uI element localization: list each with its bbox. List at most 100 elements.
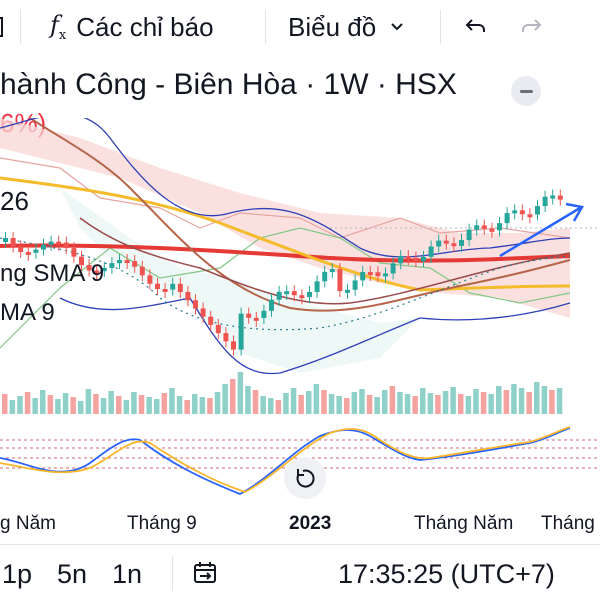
toolbar-separator — [20, 10, 21, 44]
candlestick — [443, 240, 449, 244]
volume-bar — [344, 398, 350, 414]
chart-toolbar: fx Các chỉ báo Biểu đồ — [0, 0, 600, 54]
volume-bar — [62, 393, 69, 414]
reset-icon — [296, 469, 315, 488]
trend-arrow — [499, 202, 584, 258]
indicators-button[interactable]: fx Các chỉ báo — [50, 0, 214, 54]
candlestick — [398, 256, 404, 264]
chart-type-label: Biểu đồ — [288, 11, 377, 42]
stochastic-oscillator — [0, 426, 571, 495]
price-chart[interactable] — [0, 118, 600, 503]
volume-bar — [556, 388, 563, 414]
candlestick — [504, 213, 510, 224]
candlestick — [223, 333, 229, 342]
volume-bar — [397, 392, 403, 414]
volume-bar — [465, 396, 472, 414]
volume-bar — [78, 401, 84, 414]
candlestick — [48, 241, 54, 245]
volume-bar — [169, 388, 175, 414]
undo-button[interactable] — [463, 0, 489, 54]
candlestick — [10, 238, 16, 247]
candlestick — [512, 210, 518, 214]
volume-bar — [313, 384, 320, 414]
interval-1n-button[interactable]: 1n — [112, 559, 143, 589]
price-label-fragment: 26 — [0, 186, 29, 216]
volume-bar — [283, 393, 289, 414]
volume-bar — [55, 399, 61, 414]
volume-bar — [214, 392, 221, 414]
x-axis-label: 2023 — [289, 513, 332, 534]
volume-bar — [131, 392, 137, 414]
stoch-d-line — [0, 426, 571, 493]
volume-bar — [146, 397, 152, 414]
current-time[interactable]: 17:35:25 (UTC+7) — [338, 559, 555, 589]
volume-bar — [511, 384, 517, 414]
conversion-line — [79, 217, 571, 305]
candlestick — [177, 283, 183, 293]
volume-bar — [366, 395, 373, 414]
base-line — [29, 118, 571, 312]
candlestick — [557, 195, 563, 200]
candlestick — [94, 270, 100, 274]
volume-bar — [237, 372, 244, 414]
volume-bar — [321, 390, 327, 414]
volume-bar — [123, 400, 130, 414]
candlestick — [261, 310, 267, 318]
chart-type-dropdown[interactable]: Biểu đồ — [288, 0, 406, 54]
candlestick — [413, 257, 419, 262]
volume-bar — [2, 394, 8, 414]
interval-5n-button[interactable]: 5n — [57, 559, 88, 589]
candlestick — [428, 246, 434, 257]
candlestick — [383, 273, 388, 277]
candlestick — [71, 248, 77, 257]
candlestick — [63, 242, 69, 249]
candlestick — [162, 289, 168, 293]
candlestick — [291, 291, 297, 296]
candlestick — [307, 291, 312, 298]
volume-bar — [534, 382, 540, 414]
toolbar-separator — [440, 10, 441, 44]
candlestick — [421, 256, 426, 262]
volume-bar — [245, 386, 251, 414]
volume-bar — [458, 394, 464, 414]
candlestick — [101, 267, 107, 272]
candlestick — [117, 260, 122, 264]
date-range-button[interactable] — [192, 560, 218, 591]
candlestick — [33, 249, 39, 253]
candlestick — [360, 271, 366, 281]
toolbar-prev-item-fragment[interactable] — [0, 0, 6, 54]
candlestick — [337, 269, 343, 292]
volume-bar — [138, 395, 145, 414]
candlestick — [155, 283, 160, 290]
x-axis-label: Tháng T — [541, 513, 600, 534]
volume-bar — [260, 396, 266, 414]
indicator-lines — [0, 118, 571, 375]
candlestick — [284, 291, 290, 295]
volume-bar — [192, 394, 198, 414]
volume-bar — [32, 398, 38, 414]
volume-bar — [100, 398, 107, 414]
reset-chart-button[interactable] — [284, 457, 326, 499]
interval-1p-button[interactable]: 1p — [2, 559, 33, 589]
volume-bar — [374, 397, 380, 414]
collapse-legend-button[interactable] — [511, 76, 541, 106]
volume-bar — [70, 397, 76, 414]
candlestick — [375, 272, 381, 277]
candlestick — [246, 313, 252, 318]
volume-bar — [435, 395, 441, 414]
candlestick — [345, 289, 350, 293]
volume-bar — [17, 396, 23, 414]
candlestick — [185, 292, 191, 301]
function-fx-icon: fx — [50, 11, 67, 43]
volume-bar — [290, 388, 297, 414]
volume-bar — [328, 394, 335, 414]
volume-bar — [541, 386, 548, 414]
candlestick — [269, 299, 274, 311]
volume-bar — [252, 390, 259, 414]
volume-bar — [420, 388, 426, 414]
redo-button[interactable] — [518, 0, 544, 54]
volume-bar — [85, 389, 92, 414]
volume-bar — [116, 396, 122, 414]
candlestick — [41, 244, 46, 250]
candlestick — [436, 240, 442, 247]
